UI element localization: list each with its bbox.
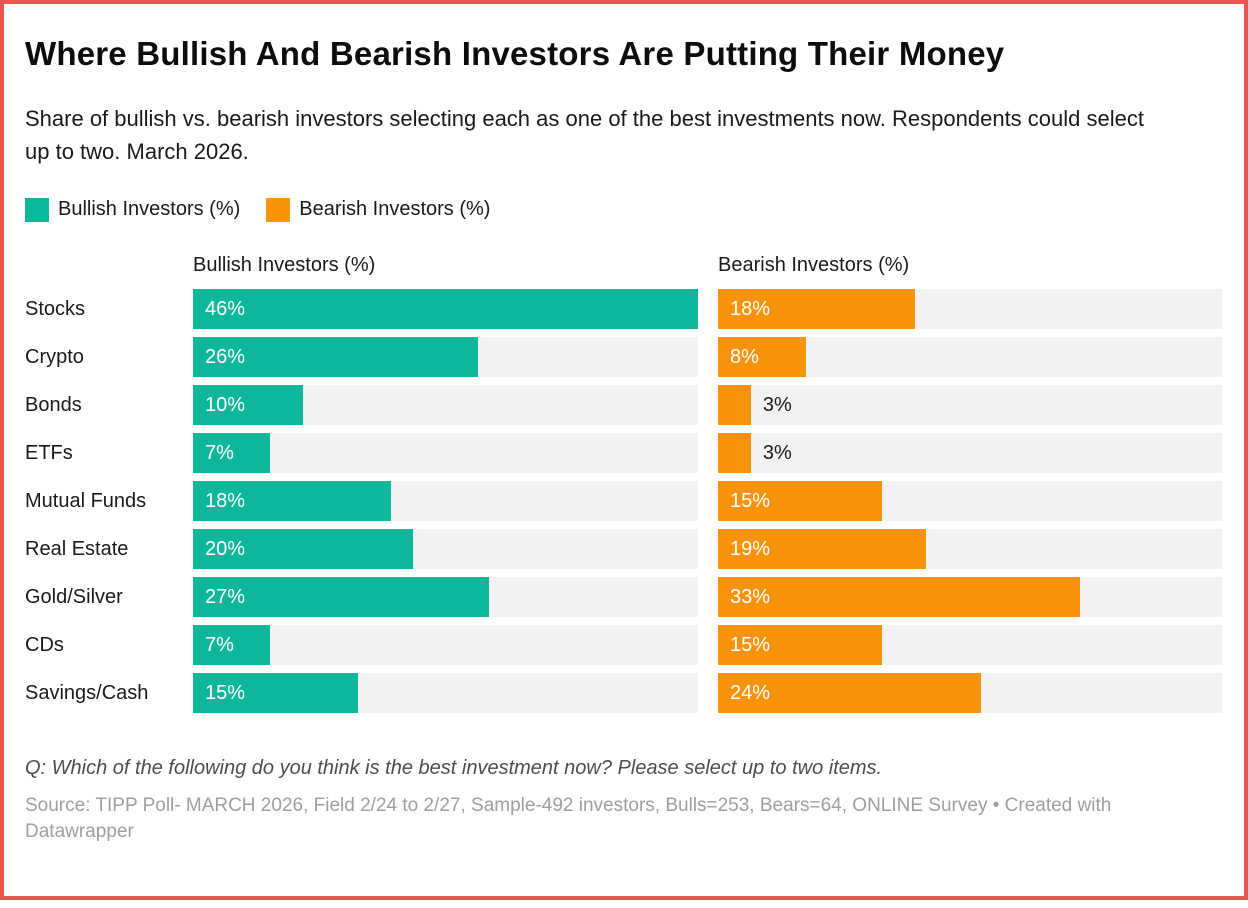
bar-value-label: 46% (205, 297, 246, 320)
category-label: Gold/Silver (25, 585, 123, 608)
bar-value-label: 8% (730, 345, 759, 368)
column-gap (698, 577, 718, 617)
footnote: Q: Which of the following do you think i… (25, 756, 883, 779)
bar-value-label: 27% (205, 585, 246, 608)
bar-bullish: 46% (193, 288, 698, 329)
bar-track-bearish: 15% (718, 624, 1222, 665)
bar-bullish: 27% (193, 576, 490, 617)
category-label: Real Estate (25, 537, 129, 560)
bar-track-bullish: 18% (193, 480, 698, 521)
column-gap (698, 673, 718, 713)
legend-item-bullish: Bullish Investors (%) (25, 197, 241, 222)
bar-bearish: 24% (718, 672, 981, 713)
bar-track-bearish: 24% (718, 672, 1222, 713)
bar-bearish: 19% (718, 528, 927, 569)
bar-track-bullish: 7% (193, 432, 698, 473)
legend-label: Bullish Investors (%) (58, 198, 241, 221)
bar-track-bearish: 33% (718, 576, 1222, 617)
legend-item-bearish: Bearish Investors (%) (266, 197, 491, 222)
bar-bearish (718, 432, 751, 473)
bar-track-bullish: 7% (193, 624, 698, 665)
label-column-spacer (25, 254, 193, 277)
bar-bullish: 7% (193, 624, 270, 665)
bar-track-bearish: 18% (718, 288, 1222, 329)
bar-track-bullish: 26% (193, 336, 698, 377)
category-label: Bonds (25, 393, 82, 416)
bar-track-bullish: 10% (193, 384, 698, 425)
column-header-bearish: Bearish Investors (%) (718, 253, 910, 276)
bar-value-label: 10% (205, 393, 246, 416)
column-header-bullish: Bullish Investors (%) (193, 253, 376, 276)
bar-bullish: 20% (193, 528, 413, 569)
source-line: Source: TIPP Poll- MARCH 2026, Field 2/2… (25, 794, 1112, 843)
bar-value-label: 19% (730, 537, 771, 560)
bar-bearish: 15% (718, 480, 883, 521)
bar-chart: Stocks 46% 18% Crypto 26% 8% Bonds 10% 3% ETFs 7% 3… (25, 288, 1222, 713)
bar-track-bearish: 15% (718, 480, 1222, 521)
column-gap (698, 289, 718, 329)
bar-bearish: 18% (718, 288, 916, 329)
bar-track-bullish: 20% (193, 528, 698, 569)
column-gap (698, 529, 718, 569)
bar-track-bullish: 27% (193, 576, 698, 617)
bar-track-bullish: 15% (193, 672, 698, 713)
bar-bearish: 8% (718, 336, 806, 377)
bar-value-label: 24% (730, 681, 771, 704)
bar-bullish: 15% (193, 672, 358, 713)
category-label: Crypto (25, 345, 84, 368)
bar-track-bearish: 3% (718, 432, 1222, 473)
category-label: Mutual Funds (25, 489, 147, 512)
bar-bearish: 33% (718, 576, 1080, 617)
bar-value-label: 18% (730, 297, 771, 320)
bar-value-label: 3% (762, 393, 792, 416)
bar-value-label: 15% (205, 681, 246, 704)
bar-track-bearish: 19% (718, 528, 1222, 569)
bar-track-bearish: 3% (718, 384, 1222, 425)
bar-value-label: 33% (730, 585, 771, 608)
column-gap (698, 481, 718, 521)
bar-value-label: 3% (762, 441, 792, 464)
bearish-swatch-icon (266, 197, 291, 222)
category-label: ETFs (25, 441, 73, 464)
category-label: Stocks (25, 297, 86, 320)
chart-title: Where Bullish And Bearish Investors Are … (25, 35, 1005, 72)
bullish-swatch-icon (25, 197, 49, 222)
category-label: Savings/Cash (25, 681, 149, 704)
bar-value-label: 7% (205, 633, 234, 656)
bar-value-label: 18% (205, 489, 246, 512)
bar-track-bullish: 46% (193, 288, 698, 329)
column-gap (698, 433, 718, 473)
bar-bullish: 18% (193, 480, 391, 521)
column-gap (698, 625, 718, 665)
column-headers: Bullish Investors (%) Bearish Investors … (25, 254, 1222, 277)
legend: Bullish Investors (%) Bearish Investors … (25, 197, 1222, 222)
bar-bullish: 10% (193, 384, 303, 425)
bar-value-label: 20% (205, 537, 246, 560)
bar-bearish: 15% (718, 624, 883, 665)
column-gap (698, 337, 718, 377)
bar-value-label: 26% (205, 345, 246, 368)
bar-bullish: 7% (193, 432, 270, 473)
category-label: CDs (25, 633, 64, 656)
bar-value-label: 7% (205, 441, 234, 464)
bar-value-label: 15% (730, 633, 771, 656)
bar-bullish: 26% (193, 336, 479, 377)
chart-subtitle: Share of bullish vs. bearish investors s… (25, 105, 1144, 164)
column-gap (698, 254, 718, 277)
legend-label: Bearish Investors (%) (299, 198, 491, 221)
bar-track-bearish: 8% (718, 336, 1222, 377)
bar-value-label: 15% (730, 489, 771, 512)
column-gap (698, 385, 718, 425)
bar-bearish (718, 384, 751, 425)
